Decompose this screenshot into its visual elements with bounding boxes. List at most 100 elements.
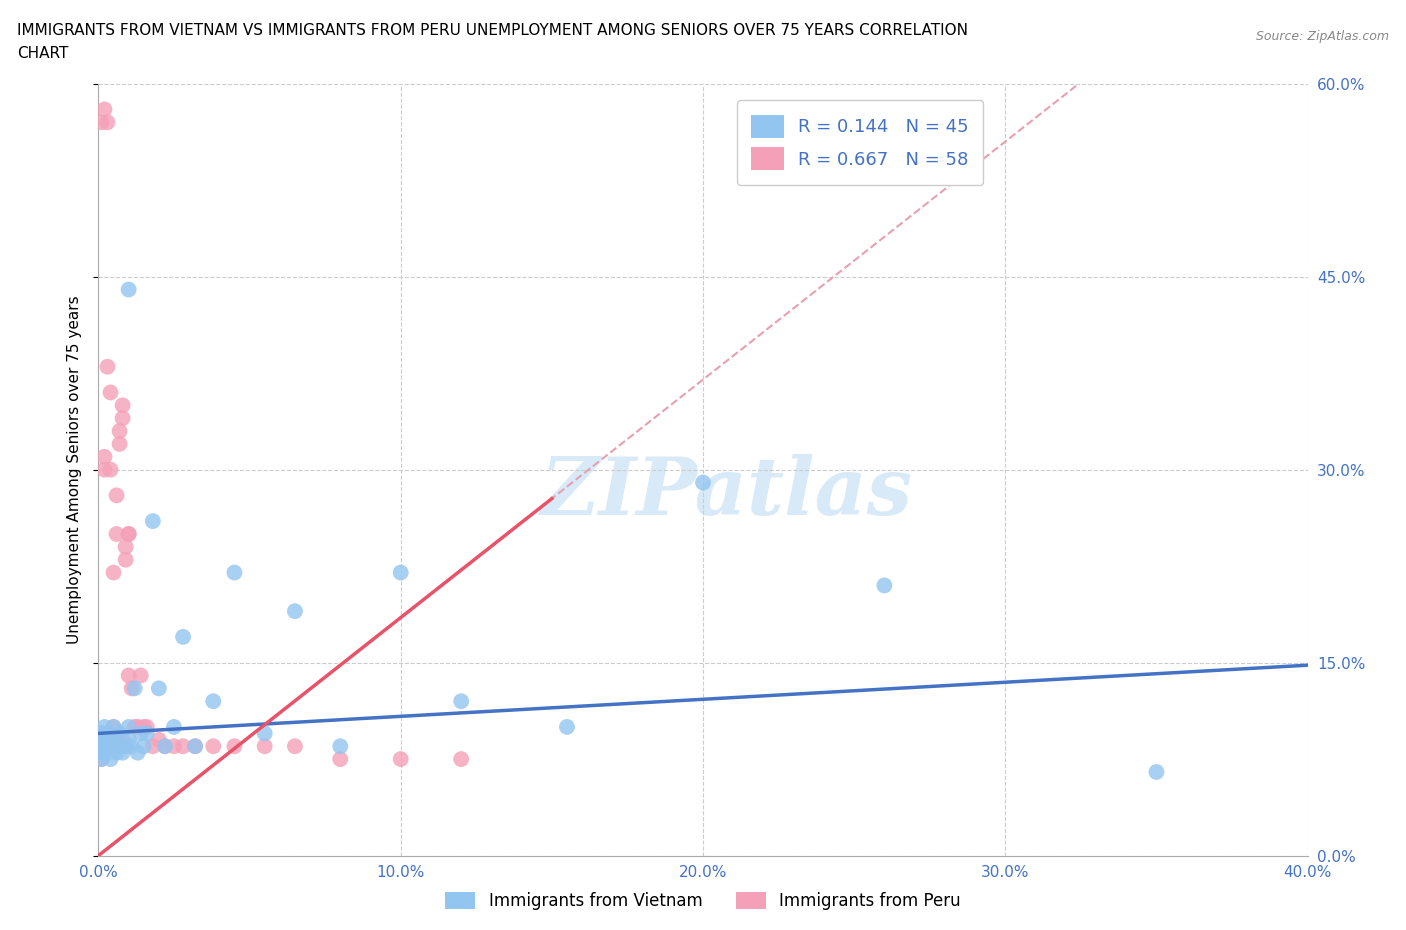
Point bbox=[93, 720, 115, 735]
Point bbox=[90, 751, 112, 766]
Point bbox=[90, 738, 112, 753]
Point bbox=[124, 681, 146, 696]
Point bbox=[93, 449, 115, 464]
Point bbox=[450, 694, 472, 709]
Text: ZIPatlas: ZIPatlas bbox=[541, 454, 914, 532]
Point bbox=[108, 738, 131, 753]
Point bbox=[329, 751, 352, 766]
Point bbox=[111, 398, 134, 413]
Point bbox=[148, 733, 170, 748]
Point bbox=[103, 565, 125, 580]
Point bbox=[90, 745, 112, 760]
Point bbox=[121, 681, 143, 696]
Point bbox=[100, 733, 122, 748]
Point bbox=[389, 565, 412, 580]
Point bbox=[93, 733, 115, 748]
Point bbox=[163, 738, 186, 753]
Point bbox=[184, 738, 207, 753]
Point bbox=[1144, 764, 1167, 779]
Y-axis label: Unemployment Among Seniors over 75 years: Unemployment Among Seniors over 75 years bbox=[67, 296, 83, 644]
Point bbox=[105, 488, 128, 503]
Point bbox=[284, 604, 307, 618]
Point bbox=[100, 751, 122, 766]
Point bbox=[103, 733, 125, 748]
Legend: R = 0.144   N = 45, R = 0.667   N = 58: R = 0.144 N = 45, R = 0.667 N = 58 bbox=[737, 100, 983, 185]
Point bbox=[253, 726, 276, 741]
Point bbox=[100, 462, 122, 477]
Point bbox=[127, 745, 149, 760]
Point bbox=[118, 282, 141, 297]
Point bbox=[202, 738, 225, 753]
Point bbox=[163, 720, 186, 735]
Point bbox=[202, 694, 225, 709]
Point bbox=[96, 726, 118, 741]
Point bbox=[129, 726, 152, 741]
Point bbox=[108, 726, 131, 741]
Point bbox=[142, 738, 165, 753]
Point bbox=[111, 745, 134, 760]
Point bbox=[132, 720, 155, 735]
Point bbox=[224, 738, 246, 753]
Point bbox=[142, 513, 165, 528]
Point bbox=[90, 726, 112, 741]
Point bbox=[114, 552, 136, 567]
Point bbox=[93, 733, 115, 748]
Point bbox=[555, 720, 578, 735]
Point bbox=[108, 423, 131, 438]
Point bbox=[118, 526, 141, 541]
Point bbox=[100, 733, 122, 748]
Point bbox=[127, 720, 149, 735]
Text: IMMIGRANTS FROM VIETNAM VS IMMIGRANTS FROM PERU UNEMPLOYMENT AMONG SENIORS OVER : IMMIGRANTS FROM VIETNAM VS IMMIGRANTS FR… bbox=[17, 23, 967, 38]
Point bbox=[135, 726, 157, 741]
Point bbox=[111, 733, 134, 748]
Point bbox=[93, 462, 115, 477]
Point bbox=[105, 526, 128, 541]
Point bbox=[100, 385, 122, 400]
Text: CHART: CHART bbox=[17, 46, 69, 61]
Point bbox=[124, 720, 146, 735]
Point bbox=[135, 720, 157, 735]
Point bbox=[873, 578, 896, 593]
Point bbox=[103, 738, 125, 753]
Point bbox=[118, 733, 141, 748]
Point bbox=[132, 738, 155, 753]
Point bbox=[153, 738, 176, 753]
Point bbox=[96, 745, 118, 760]
Point bbox=[96, 115, 118, 130]
Point bbox=[153, 738, 176, 753]
Point bbox=[114, 738, 136, 753]
Point bbox=[93, 738, 115, 753]
Point bbox=[90, 751, 112, 766]
Point bbox=[148, 681, 170, 696]
Point bbox=[96, 726, 118, 741]
Point bbox=[284, 738, 307, 753]
Point bbox=[114, 738, 136, 753]
Point bbox=[103, 720, 125, 735]
Point bbox=[108, 436, 131, 451]
Point bbox=[450, 751, 472, 766]
Point bbox=[121, 738, 143, 753]
Point bbox=[184, 738, 207, 753]
Point bbox=[172, 630, 194, 644]
Point bbox=[90, 115, 112, 130]
Legend: Immigrants from Vietnam, Immigrants from Peru: Immigrants from Vietnam, Immigrants from… bbox=[439, 885, 967, 917]
Point bbox=[93, 102, 115, 117]
Text: Source: ZipAtlas.com: Source: ZipAtlas.com bbox=[1256, 30, 1389, 43]
Point bbox=[90, 726, 112, 741]
Point bbox=[129, 668, 152, 683]
Point bbox=[96, 738, 118, 753]
Point bbox=[90, 733, 112, 748]
Point bbox=[103, 720, 125, 735]
Point bbox=[96, 738, 118, 753]
Point bbox=[224, 565, 246, 580]
Point bbox=[90, 745, 112, 760]
Point bbox=[93, 738, 115, 753]
Point bbox=[108, 738, 131, 753]
Point bbox=[100, 738, 122, 753]
Point bbox=[103, 738, 125, 753]
Point bbox=[105, 738, 128, 753]
Point bbox=[253, 738, 276, 753]
Point bbox=[118, 668, 141, 683]
Point bbox=[96, 733, 118, 748]
Point bbox=[172, 738, 194, 753]
